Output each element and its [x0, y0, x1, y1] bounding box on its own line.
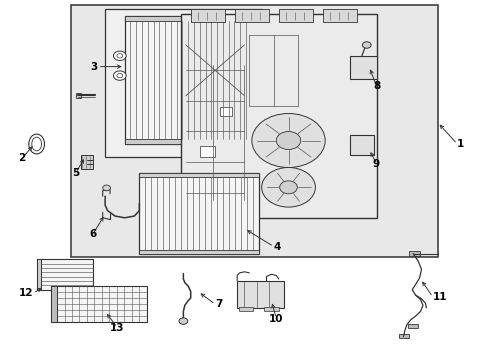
Bar [81, 155, 93, 169]
Circle shape [276, 131, 300, 149]
Bar [105, 9, 261, 157]
Bar [124, 16, 251, 21]
Bar [349, 135, 373, 155]
Bar [220, 107, 232, 116]
Bar [37, 259, 93, 290]
Bar [322, 9, 356, 22]
Bar [238, 307, 253, 311]
Bar [200, 146, 215, 157]
Bar [124, 16, 251, 144]
Circle shape [179, 318, 187, 324]
Text: 11: 11 [432, 292, 447, 302]
Circle shape [350, 148, 358, 154]
Circle shape [113, 51, 126, 60]
Circle shape [261, 167, 315, 207]
Bar [71, 5, 437, 257]
Bar [51, 286, 57, 322]
Bar [237, 281, 283, 308]
Text: 3: 3 [90, 62, 98, 72]
Circle shape [251, 113, 325, 167]
Circle shape [117, 73, 122, 78]
Circle shape [113, 71, 126, 80]
Text: 6: 6 [89, 229, 96, 239]
Bar [264, 307, 278, 311]
Bar [37, 259, 41, 290]
Circle shape [102, 185, 110, 191]
Bar [76, 93, 81, 98]
Bar [190, 9, 224, 22]
Text: 4: 4 [273, 242, 281, 252]
Circle shape [117, 54, 122, 58]
Text: 10: 10 [268, 314, 283, 324]
Bar [278, 9, 312, 22]
Bar [408, 251, 419, 256]
Text: 7: 7 [215, 299, 222, 309]
Bar [398, 334, 408, 338]
Text: 5: 5 [72, 168, 79, 178]
Text: 9: 9 [372, 159, 379, 169]
Text: 8: 8 [372, 81, 379, 91]
Circle shape [34, 136, 40, 140]
Bar [349, 56, 376, 79]
Bar [139, 250, 259, 254]
Circle shape [34, 148, 40, 152]
Circle shape [279, 181, 297, 194]
Text: 2: 2 [19, 153, 25, 163]
Bar [124, 139, 251, 144]
Ellipse shape [29, 134, 44, 154]
Ellipse shape [32, 137, 41, 151]
Bar [181, 14, 376, 218]
Circle shape [362, 42, 370, 48]
Text: 12: 12 [19, 288, 33, 298]
Text: 13: 13 [110, 323, 124, 333]
Bar [139, 173, 259, 177]
Text: 1: 1 [456, 139, 464, 149]
Bar [51, 286, 146, 322]
Bar [234, 9, 268, 22]
Bar [407, 324, 417, 328]
Bar [139, 173, 259, 254]
